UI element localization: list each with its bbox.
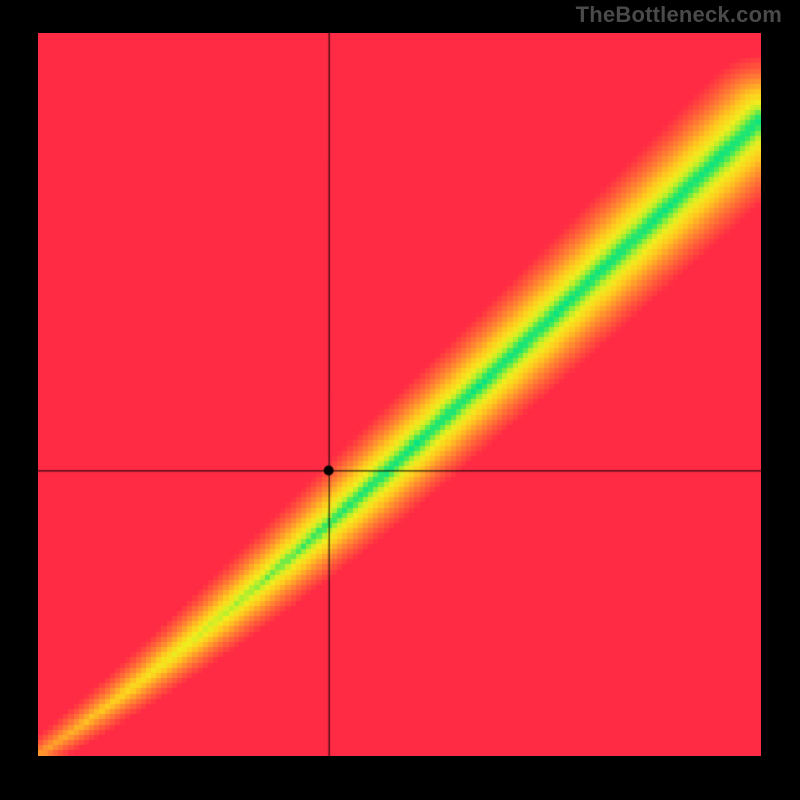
bottleneck-heatmap <box>38 33 761 756</box>
watermark-text: TheBottleneck.com <box>576 2 782 28</box>
plot-frame <box>38 33 761 756</box>
page-root: TheBottleneck.com <box>0 0 800 800</box>
